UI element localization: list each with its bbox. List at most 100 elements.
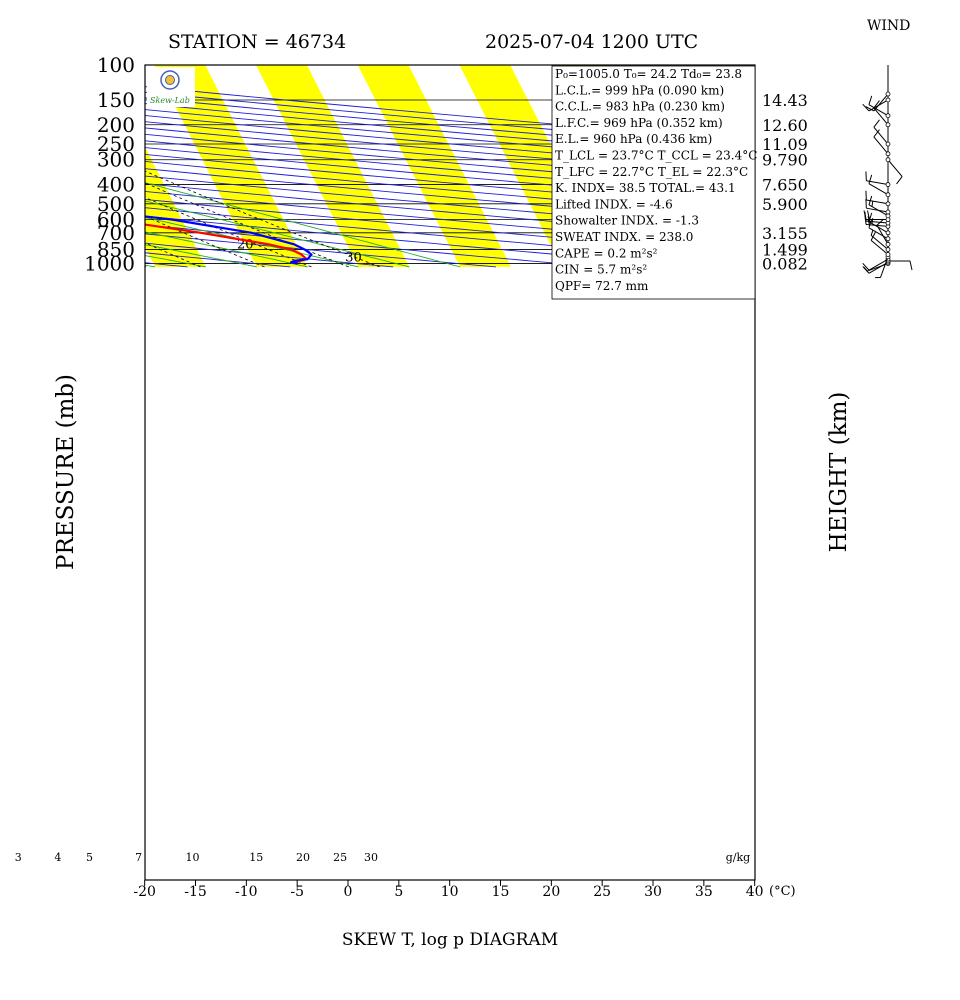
dry-adiabat-line (145, 127, 755, 183)
wind-barb (870, 231, 891, 257)
mixing-ratio-label: 3 (15, 851, 22, 864)
isotherm-band (145, 146, 206, 267)
moist-adiabat-lines (0, 142, 461, 268)
wind-barb (865, 171, 891, 187)
dry-adiabat-line (145, 252, 291, 268)
height-tick-label: 1.499 (762, 241, 808, 260)
mixing-ratio-line (0, 125, 65, 267)
pressure-tick-label: 150 (97, 88, 135, 112)
index-line: Lifted INDX. = -4.6 (555, 197, 673, 211)
wind-barb (865, 91, 891, 112)
index-line: QPF= 72.7 mm (555, 279, 649, 293)
datetime-title: 2025-07-04 1200 UTC (485, 31, 698, 53)
mixing-ratio-label: 4 (54, 851, 61, 864)
dry-adiabat-line (145, 140, 755, 196)
pressure-tick-label: 600 (97, 208, 135, 232)
moist-adiabat-line (145, 244, 257, 268)
wind-station-dot (885, 236, 891, 242)
temperature-tick-label: 25 (593, 884, 611, 900)
isotherm-band (0, 65, 3, 267)
mixing-ratio-label: 25 (333, 851, 347, 864)
height-tick-label: 7.650 (762, 176, 808, 195)
index-line: E.L.= 960 hPa (0.436 km) (555, 132, 712, 146)
wind-barb (868, 95, 891, 119)
index-line: CIN = 5.7 m²s² (555, 263, 647, 277)
dry-adiabat-line (145, 133, 755, 190)
index-line: L.F.C.= 969 hPa (0.352 km) (555, 116, 723, 130)
mixing-ratio-line (145, 242, 201, 268)
moist-adiabat-line (145, 200, 410, 268)
wind-barb (865, 198, 891, 215)
wind-barb (868, 195, 891, 219)
pressure-tick-label: 250 (97, 132, 135, 156)
pressure-tick-label: 300 (97, 148, 135, 172)
wind-station-dot (885, 241, 891, 247)
moist-adiabat-line (0, 142, 104, 267)
wind-station-dot (885, 141, 891, 147)
wind-barb (868, 174, 891, 198)
wind-barb (865, 190, 891, 207)
dry-adiabat-line (145, 190, 755, 247)
height-tick-label: 12.60 (762, 116, 808, 135)
sounding-profiles (145, 215, 313, 265)
temperature-tick-label: 15 (492, 884, 510, 900)
index-line: C.C.L.= 983 hPa (0.230 km) (555, 100, 725, 114)
mixing-ratio-label: 5 (86, 851, 93, 864)
temperature-tick-label: -5 (290, 884, 304, 900)
index-line: K. INDX= 38.5 TOTAL.= 43.1 (555, 181, 736, 195)
wind-station-dot (885, 97, 891, 103)
wind-barb-column (862, 65, 913, 279)
index-line: CAPE = 0.2 m²s² (555, 246, 658, 260)
height-tick-label: 5.900 (762, 195, 808, 214)
mixing-ratio-line (0, 125, 25, 267)
temperature-unit-label: (°C) (769, 884, 796, 899)
temperature-axis: -20 -15 -10 -5 0 5 10 15 20 25 30 35 40 (133, 880, 764, 900)
plot-area: -90-80-70-60-50-40-30-20-100102030 (0, 65, 755, 268)
dry-adiabat-line (145, 183, 755, 240)
dewpoint-profile-line (145, 215, 313, 265)
dry-adiabat-line (145, 115, 755, 171)
mixing-ratio-line (145, 215, 265, 268)
isotherm-label: 30 (345, 250, 362, 265)
zero-isotherm-line (0, 111, 53, 267)
temperature-tick-label: 5 (394, 884, 403, 900)
index-line: SWEAT INDX. = 238.0 (555, 230, 693, 244)
index-line: P₀=1005.0 T₀= 24.2 Td₀= 23.8 (555, 67, 742, 81)
pressure-tick-label: 1000 (84, 252, 135, 276)
height-tick-label: 14.43 (762, 91, 808, 110)
temperature-tick-label: 20 (542, 884, 560, 900)
moist-adiabat-line (0, 152, 53, 267)
wind-station-dot (885, 209, 891, 215)
mixing-ratio-unit-label: g/kg (726, 851, 750, 864)
wind-station-dot (885, 122, 891, 128)
temperature-tick-label: 0 (344, 884, 353, 900)
pressure-tick-label: 400 (97, 173, 135, 197)
mixing-ratio-label: 30 (364, 851, 378, 864)
wind-station-dot (885, 192, 891, 198)
wind-station-dot (885, 230, 891, 236)
mixing-ratio-lines (0, 125, 380, 268)
pressure-tick-label: 100 (97, 53, 135, 77)
pressure-tick-label: 200 (97, 113, 135, 137)
dry-adiabat-line (145, 109, 755, 165)
height-tick-label: 9.790 (762, 151, 808, 170)
wind-barb (873, 100, 891, 128)
wind-barb (875, 254, 891, 279)
wind-barb (873, 129, 891, 157)
dry-adiabat-line (145, 233, 497, 268)
height-tick-label: 0.082 (762, 255, 808, 274)
station-logo: Skew-Lab (147, 67, 195, 107)
temperature-tick-label: 30 (644, 884, 662, 900)
index-line: L.C.L.= 999 hPa (0.090 km) (555, 83, 724, 97)
height-tick-label: 3.155 (762, 224, 808, 243)
mixing-ratio-label: 10 (186, 851, 200, 864)
mixing-ratio-label: 15 (249, 851, 263, 864)
mixing-ratio-line (145, 170, 380, 268)
pressure-tick-label: 700 (97, 221, 135, 245)
mixing-ratio-label: 20 (296, 851, 310, 864)
index-line: T_LCL = 23.7°C T_CCL = 23.4°C (555, 149, 757, 163)
wind-station-dot (885, 252, 891, 257)
wind-station-dot (885, 182, 891, 187)
pressure-axis-label: PRESSURE (mb) (53, 374, 79, 570)
